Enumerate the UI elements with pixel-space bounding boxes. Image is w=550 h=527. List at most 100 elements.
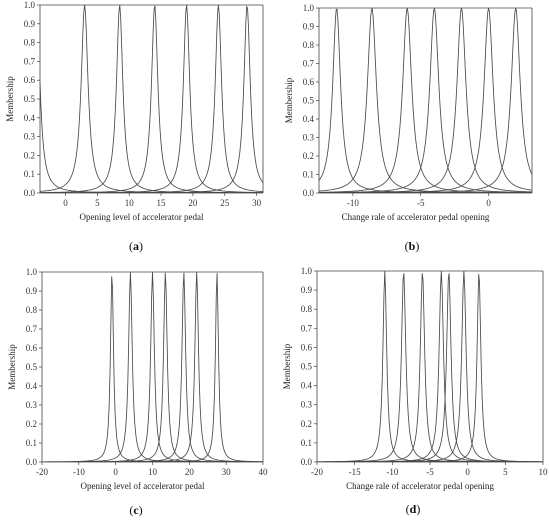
panel-label: (c) (129, 503, 142, 517)
x-tick-label: 25 (220, 198, 230, 208)
y-tick-label: 0.0 (303, 188, 315, 198)
membership-curve-3 (40, 5, 263, 193)
y-tick-label: 0.3 (301, 400, 313, 410)
x-tick-label: 5 (95, 198, 100, 208)
membership-curve-6 (40, 5, 263, 193)
y-axis-label: Membership (7, 344, 17, 390)
y-tick-label: 0.0 (26, 457, 38, 467)
panel-label: (d) (406, 502, 421, 516)
membership-curve-5 (42, 272, 263, 462)
y-tick-label: 1.0 (301, 266, 313, 276)
x-tick-label: -10 (347, 198, 359, 208)
x-tick-label: -20 (311, 467, 323, 477)
curve-group (317, 271, 543, 462)
x-tick-label: -10 (73, 467, 85, 477)
membership-curve-3 (42, 272, 263, 462)
x-tick-label: 20 (188, 198, 198, 208)
membership-curve-2 (317, 273, 543, 462)
y-tick-label: 0.3 (24, 132, 36, 142)
x-axis-label: Opening level of accelerator pedal (81, 481, 205, 491)
panel-label: (b) (405, 239, 420, 253)
y-tick-label: 0.4 (303, 114, 315, 124)
y-tick-label: 0.5 (24, 94, 36, 104)
chart-c: 0.0 0.1 0.2 0.3 0.4 0.5 0.6 0.7 0.8 0.9 1.0 -20 -10 0… (7, 267, 268, 517)
x-axis-label: Change rale of accelerator pedal opening (342, 212, 490, 222)
x-tick-label: 5 (503, 467, 508, 477)
membership-curve-4 (40, 5, 263, 193)
y-tick-label: 0.9 (26, 286, 38, 296)
y-tick-label: 0.8 (301, 304, 313, 314)
y-tick-label: 0.2 (301, 419, 312, 429)
y-tick-label: 0.8 (26, 305, 38, 315)
curve-group (40, 5, 263, 193)
membership-curve-7 (42, 273, 263, 462)
y-axis-label: Membership (284, 77, 294, 123)
x-tick-label: 0 (113, 467, 118, 477)
y-tick-label: 0.1 (24, 169, 35, 179)
membership-curve-1 (317, 271, 543, 462)
x-tick-label: 20 (185, 467, 195, 477)
y-tick-label: 0.9 (24, 19, 36, 29)
membership-curve-6 (317, 271, 543, 462)
membership-curve-2 (42, 272, 263, 462)
y-tick-label: 0.6 (303, 77, 315, 87)
y-tick-label: 0.5 (26, 362, 38, 372)
membership-curve-1 (319, 8, 532, 193)
x-tick-label: -5 (426, 467, 434, 477)
membership-curve-7 (317, 274, 543, 462)
membership-curve-5 (317, 273, 543, 462)
chart-d: 0.0 0.1 0.2 0.3 0.4 0.5 0.6 0.7 0.8 0.9 1.0 -20 -15 -… (282, 266, 548, 516)
panel-label: (a) (129, 239, 143, 253)
membership-curve-6 (42, 272, 263, 462)
y-tick-label: 0.6 (301, 342, 313, 352)
y-tick-label: 0.5 (303, 96, 315, 106)
chart-b: 0.0 0.1 0.2 0.3 0.4 0.5 0.6 0.7 0.8 0.9 1.0 -10 -5 0 C… (284, 3, 533, 253)
y-tick-label: 0.7 (301, 323, 313, 333)
chart-a: 0.0 0.1 0.2 0.3 0.4 0.5 0.6 0.7 0.8 0.9 1.0 0 5 10 15 2… (5, 0, 264, 253)
y-tick-label: 0.2 (26, 419, 37, 429)
x-tick-label: 15 (157, 198, 167, 208)
membership-curve-4 (319, 8, 532, 193)
y-tick-label: 0.1 (303, 170, 314, 180)
membership-curve-1 (40, 82, 263, 193)
membership-curve-1 (42, 276, 263, 462)
y-tick-label: 0.8 (303, 40, 315, 50)
y-tick-label: 0.0 (301, 457, 313, 467)
y-tick-label: 0.1 (26, 438, 37, 448)
x-tick-label: -10 (386, 467, 398, 477)
y-tick-label: 0.4 (24, 113, 36, 123)
y-axis-label: Membership (5, 76, 15, 122)
y-axis-label: Membership (282, 343, 292, 389)
y-tick-label: 0.3 (26, 400, 38, 410)
membership-curve-7 (40, 5, 263, 193)
x-tick-label: 0 (465, 467, 470, 477)
x-tick-label: 0 (486, 198, 491, 208)
membership-curve-4 (42, 272, 263, 462)
y-tick-label: 0.9 (301, 285, 313, 295)
x-tick-label: -15 (349, 467, 361, 477)
x-axis-label: Opening level of accelerator pedal (80, 212, 204, 222)
membership-curve-7 (319, 8, 532, 193)
membership-curve-4 (317, 271, 543, 462)
y-tick-label: 0.3 (303, 133, 315, 143)
curve-group (42, 272, 263, 462)
y-tick-label: 0.2 (303, 151, 314, 161)
membership-curve-5 (40, 5, 263, 193)
curve-group (319, 8, 532, 193)
y-tick-label: 1.0 (303, 3, 315, 13)
y-tick-label: 0.5 (301, 362, 313, 372)
y-tick-label: 0.4 (26, 381, 38, 391)
y-tick-label: 0.2 (24, 150, 35, 160)
y-tick-label: 0.6 (26, 343, 38, 353)
y-tick-label: 1.0 (24, 0, 36, 10)
x-tick-label: -20 (36, 467, 48, 477)
x-tick-label: 0 (63, 198, 68, 208)
x-axis-label: Change rale of accelerator pedal opening (346, 481, 494, 491)
y-tick-label: 0.1 (301, 438, 312, 448)
membership-curve-6 (319, 8, 532, 193)
x-tick-label: 30 (222, 467, 232, 477)
x-tick-label: 10 (125, 198, 135, 208)
y-tick-label: 0.6 (24, 75, 36, 85)
y-tick-label: 0.7 (26, 324, 38, 334)
y-tick-label: 0.8 (24, 38, 36, 48)
